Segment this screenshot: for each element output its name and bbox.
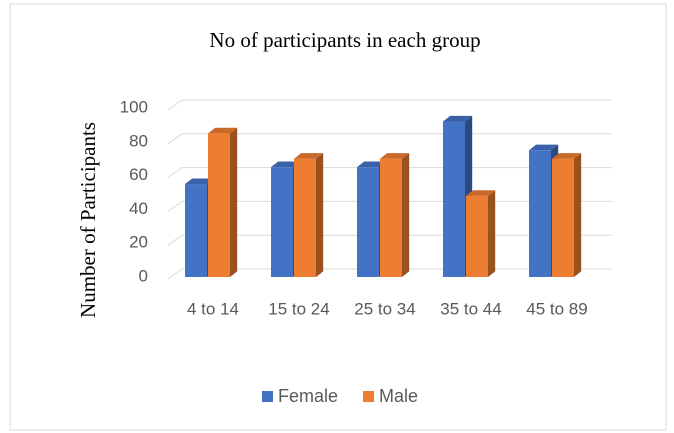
bar-side: [488, 190, 496, 277]
bar-top: [443, 115, 473, 122]
y-tick-label: 60: [129, 165, 148, 184]
bar-side: [402, 153, 410, 277]
x-tick-label: 15 to 24: [268, 299, 329, 318]
bar: [185, 184, 207, 277]
bar-top: [357, 161, 387, 168]
grid-line: [167, 99, 612, 111]
y-tick-label: 80: [129, 131, 148, 150]
bar-top: [380, 153, 410, 159]
bar-side: [230, 127, 238, 278]
bar: [380, 158, 402, 277]
y-tick-label: 20: [129, 233, 148, 252]
legend-label: Female: [278, 386, 338, 406]
x-tick-label: 25 to 34: [354, 299, 415, 318]
x-tick-label: 4 to 14: [187, 299, 239, 318]
bar-top: [208, 127, 238, 134]
y-axis-label: Number of Participants: [76, 122, 100, 318]
legend-swatch: [262, 391, 273, 402]
bar-top: [552, 153, 582, 159]
bar: [208, 133, 230, 277]
y-tick-label: 100: [120, 97, 148, 116]
bar: [271, 167, 293, 277]
bar-side: [574, 153, 582, 277]
x-tick-label: 45 to 89: [526, 299, 587, 318]
bar-top: [185, 178, 215, 185]
bar: [443, 121, 465, 278]
chart-title: No of participants in each group: [209, 28, 480, 52]
bar: [466, 195, 488, 277]
y-tick-label: 0: [139, 266, 148, 285]
legend-label: Male: [379, 386, 418, 406]
y-tick-label: 40: [129, 199, 148, 218]
bar: [294, 158, 316, 277]
bar: [552, 158, 574, 277]
bar: [529, 150, 551, 277]
bar-top: [294, 153, 324, 159]
legend-swatch: [363, 391, 375, 402]
bar-side: [316, 153, 324, 277]
bar-top: [271, 161, 301, 168]
bar-top: [529, 144, 559, 151]
bar: [357, 167, 379, 277]
bar-top: [466, 190, 496, 196]
x-tick-label: 35 to 44: [440, 299, 501, 318]
